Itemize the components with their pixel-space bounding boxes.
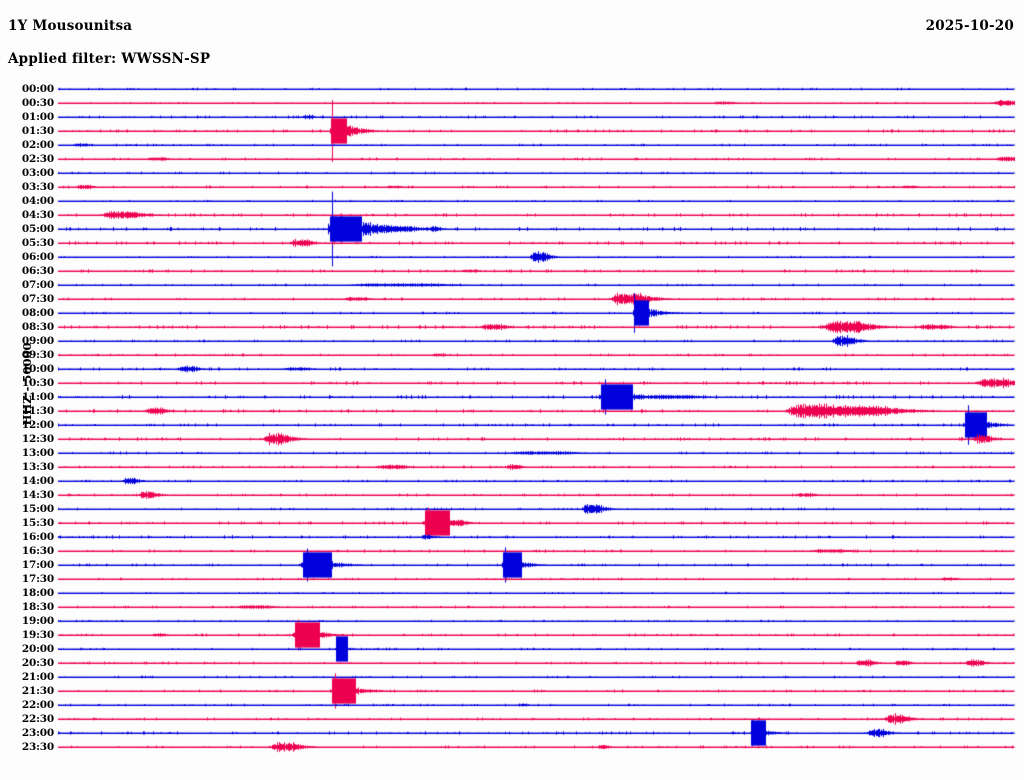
seismogram-traces (0, 0, 1024, 780)
helicorder-page: 1Y Mousounitsa 2025-10-20 Applied filter… (0, 0, 1024, 780)
